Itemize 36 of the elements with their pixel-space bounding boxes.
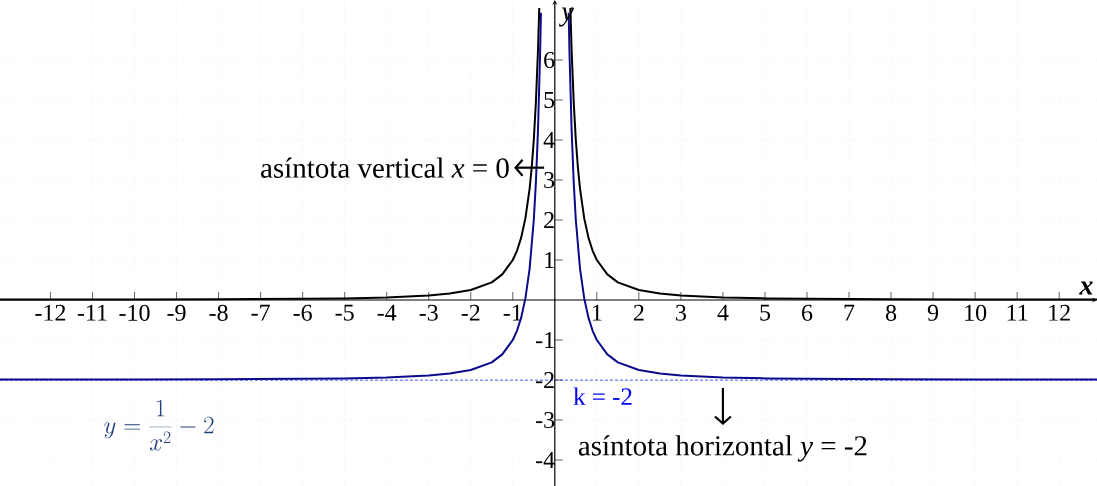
y-tick-label: 5 (544, 92, 555, 108)
x-tick-label: 8 (885, 304, 897, 321)
y-tick-label: -3 (536, 411, 555, 429)
x-tick-label: -9 (167, 304, 186, 321)
x-tick-label: -8 (209, 304, 228, 321)
x-tick-label: -6 (293, 304, 312, 321)
x-tick-label: 3 (676, 304, 686, 321)
x-tick-label: 7 (844, 304, 855, 321)
y-tick-label: 1 (545, 252, 554, 268)
x-tick-label: -11 (77, 304, 107, 321)
x-tick-label: -1 (503, 304, 522, 321)
x-tick-label: 12 (1049, 304, 1070, 321)
annotation: asíntota horizontal y = -2 (578, 435, 867, 462)
y-tick-label: -2 (536, 372, 554, 388)
x-tick-label: -12 (35, 304, 66, 321)
x-tick-label: 10 (965, 304, 987, 321)
x-tick-label: 5 (760, 304, 771, 321)
y-tick-label: -1 (536, 332, 554, 348)
y-tick-label: 3 (544, 171, 555, 189)
x-tick-label: 4 (717, 304, 729, 321)
x-tick-label: -2 (461, 304, 480, 321)
x-tick-label: 2 (633, 304, 644, 321)
x-tick-label: 1 (592, 304, 602, 321)
x-tick-label: -5 (335, 304, 354, 321)
annotation: $y=\frac{1}{x^{2}}-2$ (104, 399, 214, 451)
x-axis-title: x (1079, 281, 1093, 295)
x-tick-label: 6 (802, 304, 813, 321)
x-tick-label: 9 (927, 304, 939, 321)
x-tick-label: -10 (119, 304, 150, 321)
x-tick-label: -3 (419, 304, 438, 321)
ref-line-label: k = -2 (573, 387, 632, 405)
x-tick-label: 11 (1007, 304, 1028, 321)
annotation: asíntota vertical x = 0 (261, 157, 509, 178)
y-tick-label: 2 (544, 212, 554, 228)
x-tick-label: -7 (251, 304, 270, 321)
x-tick-label: -4 (377, 304, 397, 321)
